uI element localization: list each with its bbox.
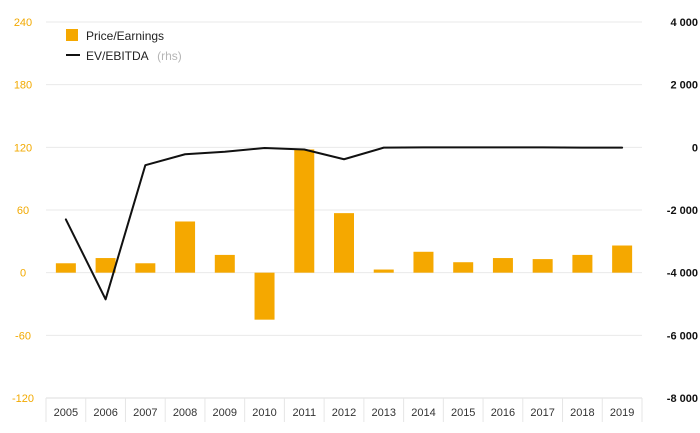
legend: Price/Earnings EV/EBITDA (rhs) — [66, 29, 182, 64]
bar — [492, 258, 513, 273]
x-tick-label: 2012 — [332, 407, 356, 419]
x-tick-label: 2010 — [252, 407, 276, 419]
x-tick-label: 2017 — [530, 407, 554, 419]
bar — [612, 245, 633, 273]
x-tick-label: 2014 — [411, 407, 435, 419]
bar — [95, 258, 116, 273]
bar — [373, 269, 394, 273]
left-tick-label: 120 — [14, 142, 32, 154]
x-tick-label: 2013 — [371, 407, 395, 419]
x-tick-label: 2015 — [451, 407, 475, 419]
right-tick-label: -8 000 — [667, 393, 698, 405]
legend-swatch-price-earnings — [66, 29, 78, 41]
bar — [572, 254, 593, 273]
legend-label-ev-ebitda: EV/EBITDA — [86, 49, 149, 63]
bar — [135, 263, 156, 273]
right-axis: -8 000 -6 000 -4 000 -2 000 0 2 000 4 000 — [667, 17, 698, 405]
left-tick-label: 60 — [17, 205, 29, 217]
x-tick-label: 2011 — [292, 407, 316, 419]
bar — [254, 272, 275, 320]
left-tick-label: 240 — [14, 17, 32, 29]
bar — [294, 149, 315, 273]
bar — [532, 259, 553, 273]
right-tick-label: -6 000 — [667, 330, 698, 342]
bar — [175, 221, 196, 273]
x-tick-label: 2019 — [610, 407, 634, 419]
x-tick-label: 2007 — [133, 407, 157, 419]
legend-label-rhs-suffix: (rhs) — [157, 49, 182, 63]
bar — [453, 262, 474, 273]
x-tick-label: 2016 — [491, 407, 515, 419]
left-tick-label: -60 — [15, 330, 31, 342]
x-axis: 2005 2006 2007 2008 2009 2010 2011 2012 2013 2014… — [54, 407, 635, 419]
bar — [334, 213, 354, 273]
left-tick-label: 0 — [20, 268, 26, 280]
line-series-ev-ebitda — [64, 146, 624, 301]
bar — [413, 251, 434, 273]
left-tick-label: -120 — [12, 393, 34, 405]
x-tick-label: 2005 — [54, 407, 78, 419]
bar — [55, 263, 76, 273]
right-tick-label: 4 000 — [670, 17, 698, 29]
x-tick-label: 2018 — [570, 407, 594, 419]
x-tick-label: 2006 — [93, 407, 117, 419]
right-tick-label: -4 000 — [667, 268, 698, 280]
x-tick-label: 2009 — [213, 407, 237, 419]
legend-label-ev-ebitda-group: EV/EBITDA (rhs) — [86, 47, 182, 64]
legend-label-price-earnings: Price/Earnings — [86, 29, 164, 43]
right-tick-label: 0 — [692, 142, 698, 154]
ev-ebitda-line — [64, 146, 624, 301]
bar — [214, 254, 235, 273]
left-axis: -120 -60 0 60 120 180 240 — [12, 17, 34, 405]
right-tick-label: 2 000 — [670, 80, 698, 92]
left-tick-label: 180 — [14, 80, 32, 92]
bar-series-price-earnings — [55, 149, 633, 320]
right-tick-label: -2 000 — [667, 205, 698, 217]
x-tick-label: 2008 — [173, 407, 197, 419]
